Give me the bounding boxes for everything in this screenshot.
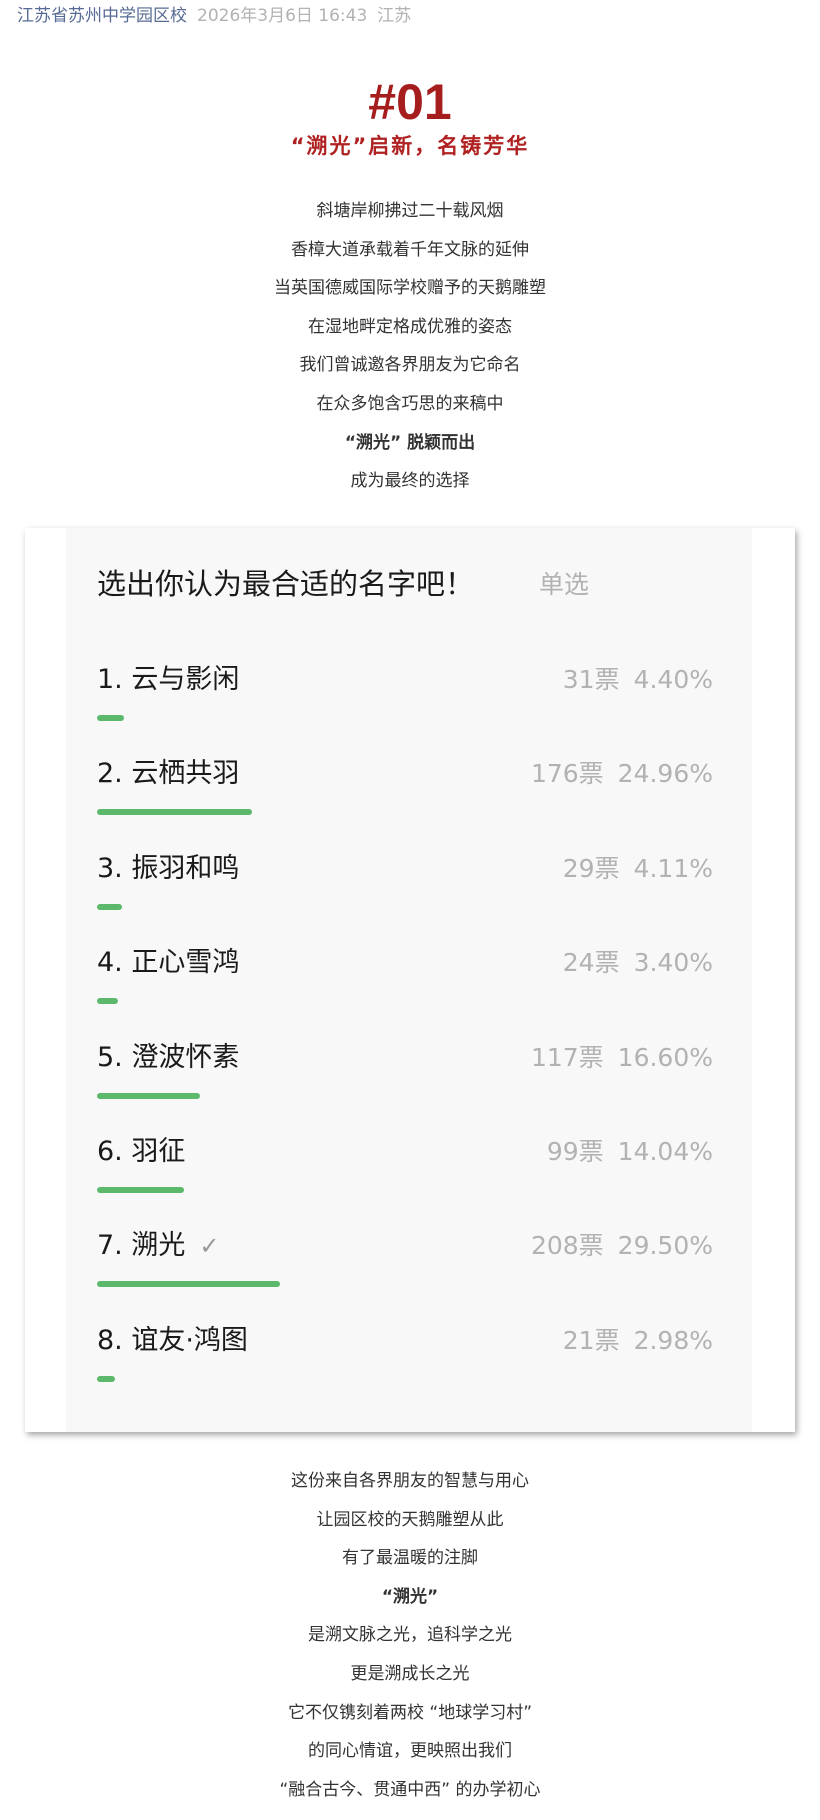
vote-percent: 24.96% bbox=[617, 759, 713, 789]
text-line: “溯光” bbox=[381, 1586, 439, 1607]
text-line: 斜塘岸柳拂过二十载风烟 bbox=[316, 201, 504, 221]
option-name: 5. 澄波怀素 bbox=[97, 1041, 240, 1073]
poll-option[interactable]: 5. 澄波怀素 117票 16.60% bbox=[97, 1040, 713, 1100]
option-stats: 31票 4.40% bbox=[563, 663, 713, 697]
text-line: 当英国德威国际学校赠予的天鹅雕塑 bbox=[274, 278, 546, 299]
text-line: 成为最终的选择 bbox=[350, 471, 470, 492]
text-line: 这份来自各界朋友的智慧与用心 bbox=[291, 1471, 529, 1491]
option-label: 1. 云与影闲 bbox=[97, 662, 239, 698]
text-line: “融合古今、贯通中西” 的办学初心 bbox=[279, 1779, 541, 1800]
option-stats: 208票 29.50% bbox=[531, 1229, 713, 1263]
article-meta: 江苏省苏州中学园区校 2026年3月6日 16:43 江苏 bbox=[17, 4, 411, 28]
poll-panel bbox=[66, 528, 752, 1432]
text-line: 它不仅镌刻着两校 “地球学习村” bbox=[287, 1702, 533, 1723]
option-stats: 176票 24.96% bbox=[531, 757, 713, 791]
vote-count: 29票 bbox=[562, 853, 620, 883]
option-name: 7. 溯光 bbox=[97, 1230, 186, 1262]
option-label: 5. 澄波怀素 bbox=[97, 1040, 239, 1076]
option-label: 8. 谊友·鸿图 bbox=[97, 1323, 248, 1359]
text-line: 是溯文脉之光，追科学之光 bbox=[308, 1625, 512, 1646]
vote-bar bbox=[97, 809, 252, 816]
text-line: 的同心情谊，更映照出我们 bbox=[308, 1741, 512, 1762]
vote-percent: 3.40% bbox=[633, 948, 713, 978]
vote-bar bbox=[97, 903, 123, 910]
vote-bar bbox=[97, 1187, 185, 1193]
option-stats: 99票 14.04% bbox=[547, 1135, 713, 1169]
option-stats: 21票 2.98% bbox=[563, 1324, 713, 1358]
vote-count: 117票 bbox=[530, 1042, 604, 1072]
option-stats: 24票 3.40% bbox=[563, 946, 713, 980]
option-name: 3. 振羽和鸣 bbox=[97, 852, 240, 884]
vote-count: 21票 bbox=[562, 1325, 620, 1355]
poll-option[interactable]: 1. 云与影闲 31票 4.40% bbox=[97, 662, 713, 722]
text-line: 在众多饱含巧思的来稿中 bbox=[316, 393, 504, 414]
poll-option[interactable]: 6. 羽征 99票 14.04% bbox=[97, 1134, 713, 1194]
option-stats: 117票 16.60% bbox=[531, 1041, 713, 1075]
option-label: 2. 云栖共羽 bbox=[97, 756, 239, 792]
option-label: 4. 正心雪鸿 bbox=[97, 945, 239, 981]
option-label: 3. 振羽和鸣 bbox=[97, 851, 239, 887]
option-name: 2. 云栖共羽 bbox=[97, 758, 240, 790]
vote-count: 31票 bbox=[562, 665, 620, 694]
outro-text: 这份来自各界朋友的智慧与用心 让园区校的天鹅雕塑从此 有了最温暖的注脚 “溯光” 是溯文… bbox=[0, 1462, 820, 1809]
option-label: 7. 溯光 ✓ bbox=[97, 1228, 219, 1264]
text-line: 有了最温暖的注脚 bbox=[342, 1548, 478, 1569]
text-line: 香樟大道承载着千年文脉的延伸 bbox=[291, 239, 529, 260]
text-line: 我们曾诚邀各界朋友为它命名 bbox=[299, 355, 521, 376]
option-name: 6. 羽征 bbox=[97, 1136, 186, 1167]
poll-option[interactable]: 2. 云栖共羽 176票 24.96% bbox=[97, 756, 713, 816]
option-name: 1. 云与影闲 bbox=[97, 664, 240, 695]
option-name: 4. 正心雪鸿 bbox=[97, 947, 240, 979]
option-stats: 29票 4.11% bbox=[563, 852, 713, 886]
poll-option[interactable]: 4. 正心雪鸿 24票 3.40% bbox=[97, 945, 713, 1005]
vote-percent: 2.98% bbox=[633, 1325, 713, 1355]
vote-percent: 4.40% bbox=[633, 665, 713, 694]
text-line: 在湿地畔定格成优雅的姿态 bbox=[308, 316, 512, 337]
poll-option[interactable]: 7. 溯光 ✓ 208票 29.50% bbox=[97, 1228, 713, 1288]
vote-percent: 29.50% bbox=[617, 1231, 713, 1261]
text-line: “溯光” 脱颖而出 bbox=[344, 432, 476, 453]
poll-card: 选出你认为最合适的名字吧！ 单选 1. 云与影闲 31票 4.40% 2. 云栖共羽 1… bbox=[25, 528, 795, 1432]
section-subtitle: “溯光”启新，名铸芳华 bbox=[290, 134, 530, 158]
option-name: 8. 谊友·鸿图 bbox=[97, 1324, 248, 1356]
publish-time: 2026年3月6日 16:43 bbox=[197, 6, 368, 26]
publish-location: 江苏 bbox=[377, 6, 412, 26]
vote-bar bbox=[97, 1281, 280, 1288]
vote-percent: 14.04% bbox=[617, 1137, 713, 1166]
vote-count: 208票 bbox=[530, 1231, 604, 1261]
text-line: 更是溯成长之光 bbox=[350, 1663, 470, 1684]
vote-count: 99票 bbox=[546, 1137, 604, 1166]
option-label: 6. 羽征 bbox=[97, 1134, 185, 1170]
vote-count: 24票 bbox=[562, 948, 620, 978]
vote-bar bbox=[97, 998, 119, 1005]
section-number: #01 bbox=[368, 74, 452, 130]
check-icon: ✓ bbox=[199, 1232, 220, 1261]
intro-text: 斜塘岸柳拂过二十载风烟香樟大道承载着千年文脉的延伸 当英国德威国际学校赠予的天鹅雕… bbox=[0, 192, 820, 501]
vote-percent: 4.11% bbox=[633, 853, 713, 883]
poll-type: 单选 bbox=[539, 570, 590, 599]
text-line: 让园区校的天鹅雕塑从此 bbox=[316, 1509, 504, 1530]
poll-title: 选出你认为最合适的名字吧！ bbox=[97, 567, 475, 601]
vote-bar bbox=[97, 715, 125, 721]
poll-option[interactable]: 3. 振羽和鸣 29票 4.11% bbox=[97, 851, 713, 911]
vote-bar bbox=[97, 1375, 116, 1382]
poll-option[interactable]: 8. 谊友·鸿图 21票 2.98% bbox=[97, 1323, 713, 1383]
vote-count: 176票 bbox=[530, 759, 604, 789]
vote-bar bbox=[97, 1092, 200, 1099]
account-name-link[interactable]: 江苏省苏州中学园区校 bbox=[17, 6, 187, 26]
vote-percent: 16.60% bbox=[617, 1042, 713, 1072]
